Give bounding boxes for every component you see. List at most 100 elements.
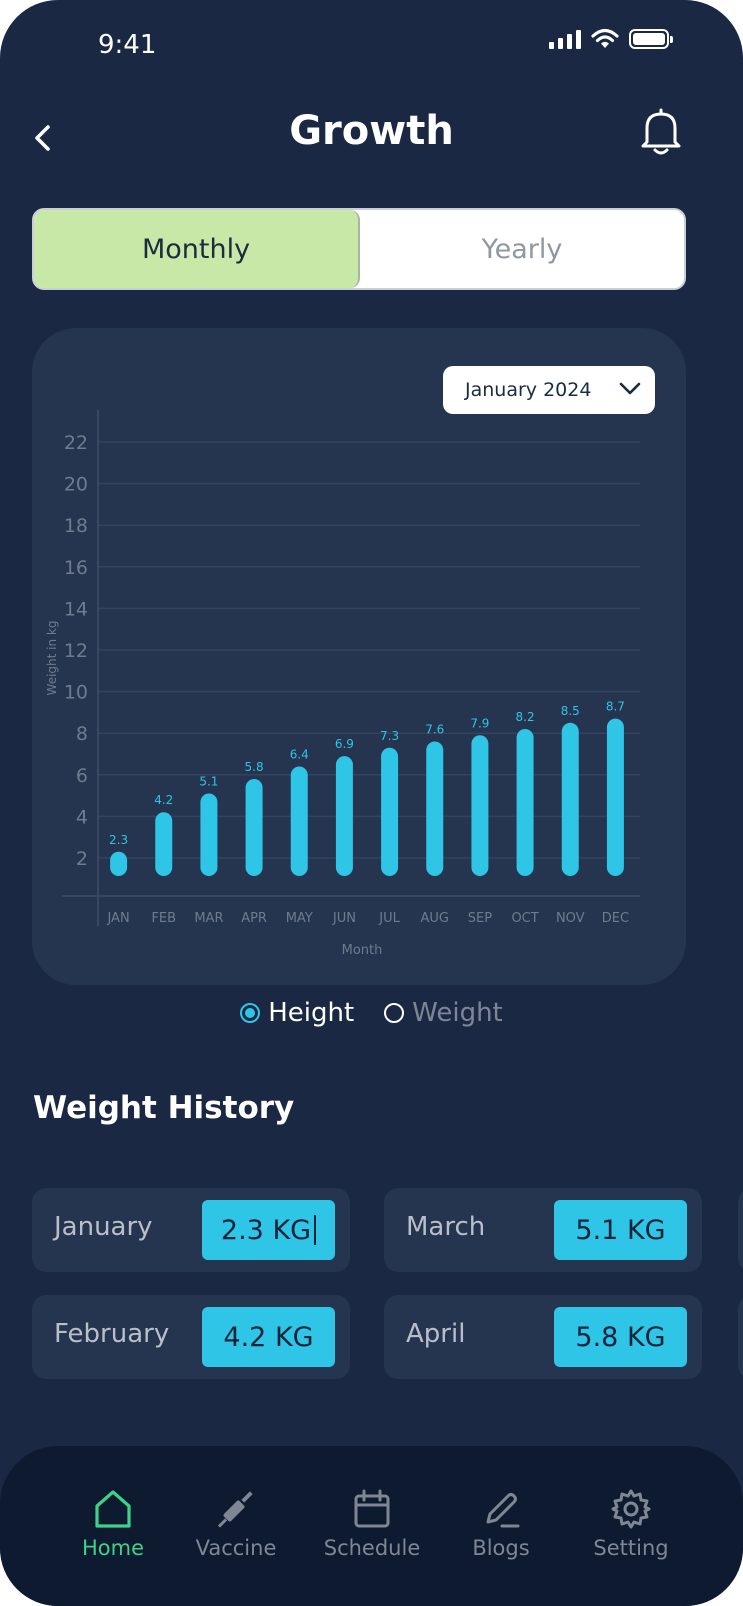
x-tick-label: JUN (332, 911, 356, 926)
chart-bar (561, 722, 579, 876)
nav-schedule[interactable]: Schedule (307, 1488, 437, 1560)
wifi-icon (591, 28, 619, 48)
radio-selected-icon (240, 1003, 261, 1023)
y-tick-label: 18 (64, 515, 88, 537)
bottom-nav: Home Vaccine Schedule B (0, 1446, 743, 1606)
period-toggle: Monthly Yearly (32, 208, 686, 290)
chart-bar (426, 741, 444, 876)
x-tick-label: MAR (194, 911, 223, 926)
legend-height-option[interactable]: Height (240, 998, 354, 1028)
history-month: January (54, 1212, 153, 1242)
nav-setting[interactable]: Setting (566, 1488, 696, 1560)
chart-bar (381, 747, 399, 876)
notification-bell-icon[interactable] (636, 106, 686, 158)
history-card[interactable]: April 5.8 KG (384, 1295, 702, 1379)
nav-home[interactable]: Home (48, 1488, 178, 1560)
y-tick-label: 16 (64, 557, 88, 579)
battery-icon (629, 29, 673, 49)
history-month: March (406, 1212, 486, 1242)
x-tick-label: JUL (378, 911, 400, 926)
legend-height-label: Height (268, 998, 355, 1028)
history-value: 5.1 KG (575, 1214, 666, 1246)
pen-icon (486, 1493, 520, 1528)
y-tick-label: 12 (64, 640, 88, 662)
history-month: February (54, 1319, 170, 1349)
history-value-field[interactable]: 2.3 KG (202, 1200, 335, 1260)
nav-blogs-label: Blogs (472, 1536, 530, 1560)
radio-unselected-icon (384, 1003, 405, 1023)
history-card[interactable]: March 5.1 KG (384, 1188, 702, 1272)
chart-bar (471, 735, 489, 876)
nav-vaccine[interactable]: Vaccine (171, 1488, 301, 1560)
y-tick-label: 4 (76, 806, 88, 828)
y-tick-label: 14 (64, 598, 88, 620)
chart-bar (155, 812, 173, 876)
home-icon (95, 1490, 131, 1528)
month-dropdown-value: January 2024 (465, 379, 592, 401)
history-card-peek (738, 1295, 743, 1379)
history-month: April (406, 1319, 466, 1349)
y-axis-title: Weight in kg (45, 621, 59, 696)
bar-data-label: 5.1 (199, 775, 218, 789)
month-dropdown[interactable]: January 2024 (443, 366, 655, 414)
y-tick-label: 8 (76, 723, 88, 745)
chart-bar (200, 793, 218, 876)
legend-weight-option[interactable]: Weight (384, 998, 503, 1028)
nav-blogs[interactable]: Blogs (436, 1488, 566, 1560)
chart-legend: Height Weight (0, 998, 743, 1028)
bar-data-label: 8.5 (561, 704, 580, 718)
x-tick-label: SEP (468, 911, 492, 926)
growth-chart-card: 2 4 6 8 10 12 14 16 18 20 22 2.3 JAN 4.2 FEB 5.1 MAR 5.8 A… (32, 328, 686, 985)
chart-bar (606, 718, 624, 876)
signal-icon (549, 29, 581, 49)
bar-data-label: 8.2 (516, 710, 535, 724)
nav-schedule-label: Schedule (323, 1536, 421, 1560)
tab-monthly[interactable]: Monthly (34, 210, 360, 288)
page-title: Growth (289, 108, 454, 154)
y-tick-label: 10 (64, 682, 88, 704)
history-value: 5.8 KG (575, 1321, 666, 1353)
chart-bar (516, 729, 534, 876)
x-tick-label: DEC (602, 911, 629, 926)
chart-bar (290, 766, 308, 876)
y-tick-label: 6 (76, 765, 88, 787)
history-value-field[interactable]: 5.1 KG (554, 1200, 687, 1260)
chart-bar (110, 851, 128, 876)
x-tick-label: OCT (511, 911, 538, 926)
bar-data-label: 2.3 (109, 833, 128, 847)
chart-bar (245, 778, 263, 876)
bar-data-label: 4.2 (154, 793, 173, 807)
x-tick-label: JAN (106, 911, 129, 926)
nav-home-label: Home (81, 1536, 144, 1560)
x-tick-label: FEB (151, 911, 176, 926)
bar-data-label: 7.6 (425, 723, 444, 737)
chevron-down-icon (619, 382, 641, 395)
history-card[interactable]: January 2.3 KG (32, 1188, 350, 1272)
text-caret (314, 1215, 317, 1245)
bar-data-label: 6.4 (290, 747, 309, 761)
growth-bar-chart: 2 4 6 8 10 12 14 16 18 20 22 2.3 JAN 4.2 FEB 5.1 MAR 5.8 A… (45, 410, 640, 958)
bar-data-label: 5.8 (245, 760, 264, 774)
back-button[interactable] (24, 118, 64, 158)
bar-data-label: 6.9 (335, 737, 354, 751)
syringe-icon (217, 1491, 253, 1528)
tab-yearly[interactable]: Yearly (481, 233, 563, 265)
x-tick-label: AUG (421, 911, 449, 926)
nav-vaccine-label: Vaccine (195, 1536, 277, 1560)
legend-weight-label: Weight (412, 998, 503, 1028)
x-tick-label: MAY (286, 911, 313, 926)
history-value-field[interactable]: 5.8 KG (554, 1307, 687, 1367)
gear-icon (611, 1489, 651, 1529)
history-card[interactable]: February 4.2 KG (32, 1295, 350, 1379)
x-axis-title: Month (342, 943, 383, 958)
bar-data-label: 8.7 (606, 700, 625, 714)
bar-data-label: 7.3 (380, 729, 399, 743)
history-value-field[interactable]: 4.2 KG (202, 1307, 335, 1367)
status-icons (549, 28, 673, 50)
x-tick-label: NOV (556, 911, 585, 926)
nav-setting-label: Setting (593, 1536, 669, 1560)
x-tick-label: APR (241, 911, 267, 926)
history-value: 4.2 KG (223, 1321, 314, 1353)
bar-data-label: 7.9 (470, 716, 489, 730)
